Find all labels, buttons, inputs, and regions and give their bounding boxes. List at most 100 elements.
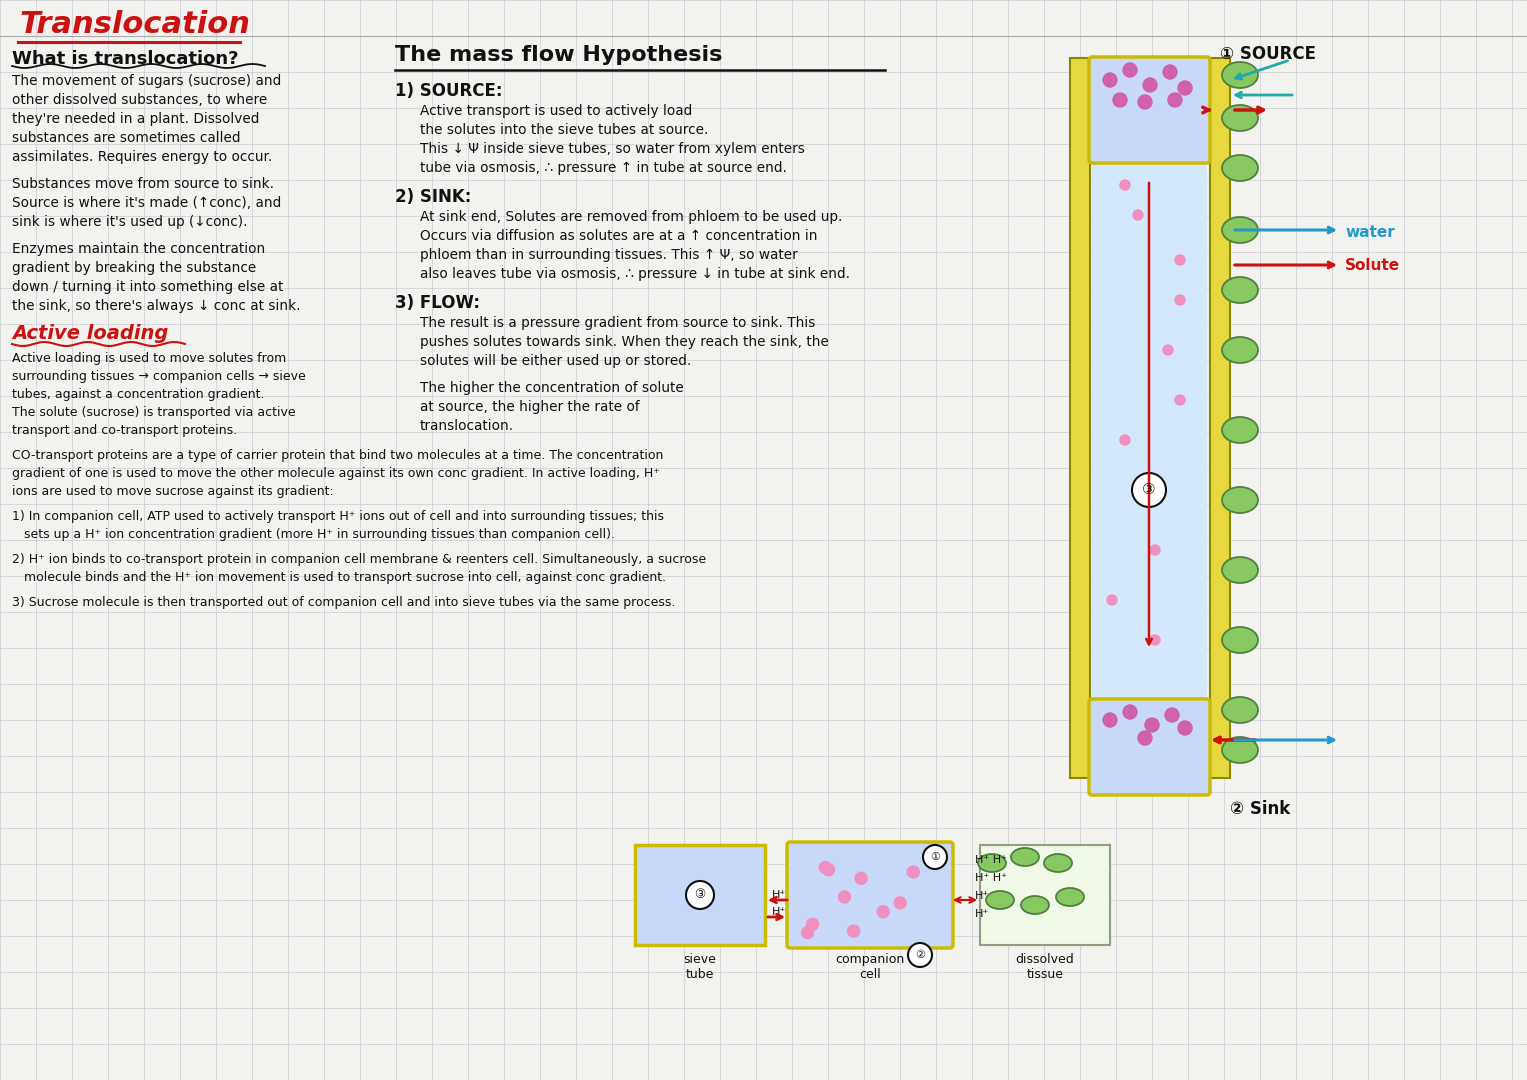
Text: other dissolved substances, to where: other dissolved substances, to where	[12, 93, 267, 107]
Circle shape	[855, 873, 867, 885]
Circle shape	[1102, 73, 1116, 87]
Text: 1) In companion cell, ATP used to actively transport H⁺ ions out of cell and int: 1) In companion cell, ATP used to active…	[12, 510, 664, 523]
Text: water: water	[1345, 225, 1394, 240]
Text: assimilates. Requires energy to occur.: assimilates. Requires energy to occur.	[12, 150, 272, 164]
Ellipse shape	[1222, 487, 1258, 513]
Text: sets up a H⁺ ion concentration gradient (more H⁺ in surrounding tissues than com: sets up a H⁺ ion concentration gradient …	[12, 528, 615, 541]
Circle shape	[907, 866, 919, 878]
Circle shape	[1122, 705, 1138, 719]
Circle shape	[1138, 731, 1151, 745]
Text: 3) FLOW:: 3) FLOW:	[395, 294, 479, 312]
Circle shape	[838, 891, 851, 903]
Circle shape	[1133, 210, 1144, 220]
Text: surrounding tissues → companion cells → sieve: surrounding tissues → companion cells → …	[12, 370, 305, 383]
Text: H⁺: H⁺	[976, 891, 989, 901]
Text: ③: ③	[1142, 483, 1156, 498]
Text: solutes will be either used up or stored.: solutes will be either used up or stored…	[420, 354, 692, 368]
Ellipse shape	[1222, 417, 1258, 443]
Text: ②: ②	[915, 950, 925, 960]
Text: Active loading: Active loading	[12, 324, 168, 343]
Circle shape	[1107, 435, 1116, 445]
Text: Solute: Solute	[1345, 258, 1400, 273]
Text: The movement of sugars (sucrose) and: The movement of sugars (sucrose) and	[12, 75, 281, 87]
Circle shape	[686, 881, 715, 909]
Text: 1) SOURCE:: 1) SOURCE:	[395, 82, 502, 100]
Text: they're needed in a plant. Dissolved: they're needed in a plant. Dissolved	[12, 112, 260, 126]
Ellipse shape	[1222, 557, 1258, 583]
Circle shape	[1168, 93, 1182, 107]
Circle shape	[1164, 65, 1177, 79]
Text: down / turning it into something else at: down / turning it into something else at	[12, 280, 284, 294]
Text: sink is where it's used up (↓conc).: sink is where it's used up (↓conc).	[12, 215, 247, 229]
Text: translocation.: translocation.	[420, 419, 515, 433]
Circle shape	[806, 918, 818, 930]
Text: At sink end, Solutes are removed from phloem to be used up.: At sink end, Solutes are removed from ph…	[420, 210, 843, 224]
Bar	[1092, 160, 1206, 700]
Text: 2) H⁺ ion binds to co-transport protein in companion cell membrane & reenters ce: 2) H⁺ ion binds to co-transport protein …	[12, 553, 705, 566]
Circle shape	[1144, 78, 1157, 92]
Text: H⁺: H⁺	[773, 907, 786, 917]
Text: tubes, against a concentration gradient.: tubes, against a concentration gradient.	[12, 388, 264, 401]
Text: Active transport is used to actively load: Active transport is used to actively loa…	[420, 104, 692, 118]
Circle shape	[1150, 180, 1161, 190]
Ellipse shape	[1022, 896, 1049, 914]
Ellipse shape	[1222, 737, 1258, 762]
Text: pushes solutes towards sink. When they reach the sink, the: pushes solutes towards sink. When they r…	[420, 335, 829, 349]
Text: Translocation: Translocation	[20, 10, 250, 39]
Circle shape	[1145, 718, 1159, 732]
FancyBboxPatch shape	[635, 845, 765, 945]
Ellipse shape	[1057, 888, 1084, 906]
Circle shape	[1164, 635, 1173, 645]
Ellipse shape	[1222, 156, 1258, 181]
Ellipse shape	[1222, 627, 1258, 653]
Bar	[980, 845, 1110, 945]
Text: at source, the higher the rate of: at source, the higher the rate of	[420, 400, 640, 414]
Ellipse shape	[1222, 62, 1258, 87]
Ellipse shape	[1044, 854, 1072, 872]
Ellipse shape	[1222, 276, 1258, 303]
Circle shape	[922, 845, 947, 869]
Text: companion
cell: companion cell	[835, 953, 904, 981]
Text: The higher the concentration of solute: The higher the concentration of solute	[420, 381, 684, 395]
Text: dissolved
tissue: dissolved tissue	[1015, 953, 1075, 981]
Text: H⁺: H⁺	[976, 909, 989, 919]
Text: ①: ①	[930, 852, 941, 862]
Text: H⁺ H⁺: H⁺ H⁺	[976, 873, 1006, 883]
Ellipse shape	[986, 891, 1014, 909]
Circle shape	[1150, 395, 1161, 405]
Ellipse shape	[1222, 105, 1258, 131]
Text: ③: ③	[695, 889, 705, 902]
Circle shape	[1177, 81, 1193, 95]
Text: Active loading is used to move solutes from: Active loading is used to move solutes f…	[12, 352, 286, 365]
Text: tube via osmosis, ∴ pressure ↑ in tube at source end.: tube via osmosis, ∴ pressure ↑ in tube a…	[420, 161, 786, 175]
Bar	[1070, 58, 1090, 778]
Bar	[1209, 58, 1231, 778]
Ellipse shape	[1222, 217, 1258, 243]
Text: Occurs via diffusion as solutes are at a ↑ concentration in: Occurs via diffusion as solutes are at a…	[420, 229, 817, 243]
Text: molecule binds and the H⁺ ion movement is used to transport sucrose into cell, a: molecule binds and the H⁺ ion movement i…	[12, 571, 666, 584]
Circle shape	[1150, 255, 1161, 265]
Text: The mass flow Hypothesis: The mass flow Hypothesis	[395, 45, 722, 65]
Text: CO-transport proteins are a type of carrier protein that bind two molecules at a: CO-transport proteins are a type of carr…	[12, 449, 663, 462]
Circle shape	[1113, 93, 1127, 107]
Text: This ↓ Ψ inside sieve tubes, so water from xylem enters: This ↓ Ψ inside sieve tubes, so water fr…	[420, 141, 805, 156]
Circle shape	[876, 906, 889, 918]
Text: gradient of one is used to move the other molecule against its own conc gradient: gradient of one is used to move the othe…	[12, 467, 660, 480]
Text: H⁺: H⁺	[773, 890, 786, 900]
FancyBboxPatch shape	[786, 842, 953, 948]
Text: the solutes into the sieve tubes at source.: the solutes into the sieve tubes at sour…	[420, 123, 709, 137]
Ellipse shape	[1222, 697, 1258, 723]
Circle shape	[847, 926, 860, 937]
Text: Source is where it's made (↑conc), and: Source is where it's made (↑conc), and	[12, 195, 281, 210]
Text: the sink, so there's always ↓ conc at sink.: the sink, so there's always ↓ conc at si…	[12, 299, 301, 313]
FancyBboxPatch shape	[1089, 57, 1209, 163]
Circle shape	[1122, 63, 1138, 77]
Circle shape	[1177, 721, 1193, 735]
Ellipse shape	[977, 854, 1006, 872]
Circle shape	[802, 927, 814, 939]
Circle shape	[1102, 713, 1116, 727]
Circle shape	[1150, 595, 1161, 605]
Text: ions are used to move sucrose against its gradient:: ions are used to move sucrose against it…	[12, 485, 334, 498]
Ellipse shape	[1011, 848, 1038, 866]
Text: Substances move from source to sink.: Substances move from source to sink.	[12, 177, 273, 191]
